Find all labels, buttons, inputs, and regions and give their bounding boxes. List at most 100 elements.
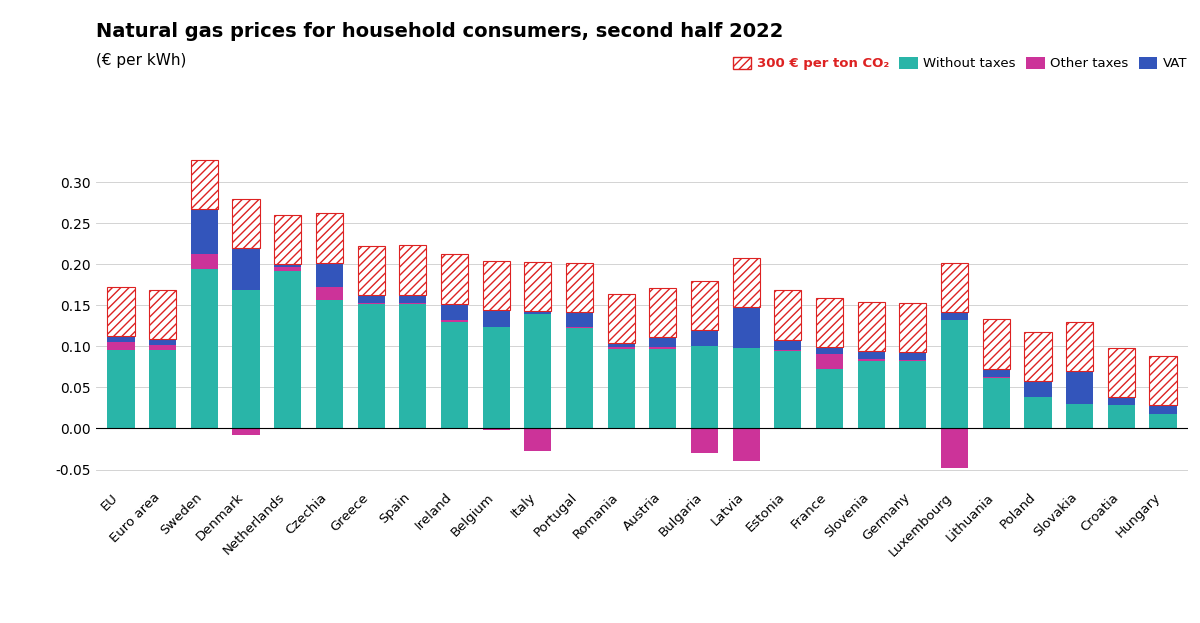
Bar — [482, 326, 510, 429]
Bar — [941, 262, 968, 312]
Text: Natural gas prices for household consumers, second half 2022: Natural gas prices for household consume… — [96, 22, 784, 40]
Bar — [316, 300, 343, 429]
Bar — [691, 429, 718, 453]
Bar — [691, 346, 718, 429]
Bar — [816, 347, 844, 354]
Bar — [607, 349, 635, 429]
Bar — [440, 320, 468, 321]
Bar — [983, 377, 1010, 378]
Bar — [607, 294, 635, 343]
Bar — [191, 269, 218, 429]
Bar — [149, 290, 176, 339]
Bar — [607, 343, 635, 347]
Bar — [1150, 414, 1176, 429]
Bar — [358, 295, 385, 303]
Bar — [274, 264, 301, 267]
Bar — [400, 295, 426, 303]
Bar — [233, 429, 259, 435]
Bar — [983, 378, 1010, 429]
Bar — [941, 320, 968, 429]
Bar — [316, 287, 343, 300]
Bar — [482, 429, 510, 430]
Bar — [400, 305, 426, 429]
Bar — [774, 351, 802, 429]
Bar — [816, 298, 844, 347]
Bar — [607, 347, 635, 349]
Bar — [1025, 381, 1051, 397]
Bar — [774, 290, 802, 340]
Bar — [274, 271, 301, 429]
Bar — [1108, 397, 1135, 406]
Bar — [440, 254, 468, 303]
Bar — [566, 326, 593, 328]
Bar — [858, 361, 884, 429]
Bar — [440, 303, 468, 320]
Bar — [524, 262, 551, 311]
Bar — [1066, 321, 1093, 371]
Bar — [1108, 348, 1135, 397]
Bar — [108, 350, 134, 429]
Bar — [858, 359, 884, 361]
Bar — [774, 350, 802, 351]
Bar — [233, 248, 259, 290]
Bar — [899, 352, 926, 360]
Bar — [524, 429, 551, 452]
Bar — [358, 303, 385, 305]
Bar — [149, 339, 176, 345]
Bar — [733, 307, 760, 348]
Text: (€ per kWh): (€ per kWh) — [96, 53, 186, 68]
Bar — [400, 245, 426, 295]
Bar — [108, 287, 134, 336]
Bar — [358, 305, 385, 429]
Bar — [816, 369, 844, 429]
Bar — [941, 429, 968, 468]
Bar — [899, 303, 926, 352]
Bar — [733, 258, 760, 307]
Bar — [274, 267, 301, 271]
Bar — [899, 360, 926, 361]
Legend: 300 € per ton CO₂, Without taxes, Other taxes, VAT: 300 € per ton CO₂, Without taxes, Other … — [727, 52, 1193, 75]
Bar — [983, 369, 1010, 377]
Bar — [1025, 331, 1051, 381]
Bar — [899, 361, 926, 429]
Bar — [858, 302, 884, 351]
Bar — [191, 160, 218, 209]
Bar — [649, 337, 677, 347]
Bar — [774, 340, 802, 350]
Bar — [191, 209, 218, 254]
Bar — [733, 348, 760, 429]
Bar — [316, 262, 343, 287]
Bar — [649, 288, 677, 337]
Bar — [524, 311, 551, 314]
Bar — [649, 347, 677, 349]
Bar — [1066, 371, 1093, 404]
Bar — [149, 350, 176, 429]
Bar — [400, 303, 426, 305]
Bar — [566, 328, 593, 429]
Bar — [233, 290, 259, 429]
Bar — [1025, 397, 1051, 429]
Bar — [440, 321, 468, 429]
Bar — [1108, 406, 1135, 429]
Bar — [566, 312, 593, 326]
Bar — [566, 262, 593, 312]
Bar — [816, 354, 844, 369]
Bar — [149, 345, 176, 350]
Bar — [983, 319, 1010, 369]
Bar — [316, 213, 343, 262]
Bar — [274, 215, 301, 264]
Bar — [233, 199, 259, 248]
Bar — [191, 254, 218, 269]
Bar — [482, 261, 510, 310]
Bar — [1150, 356, 1176, 406]
Bar — [524, 314, 551, 429]
Bar — [1150, 406, 1176, 414]
Bar — [941, 312, 968, 320]
Bar — [733, 429, 760, 461]
Bar — [691, 330, 718, 346]
Bar — [858, 351, 884, 359]
Bar — [358, 246, 385, 295]
Bar — [649, 349, 677, 429]
Bar — [1066, 404, 1093, 429]
Bar — [482, 310, 510, 326]
